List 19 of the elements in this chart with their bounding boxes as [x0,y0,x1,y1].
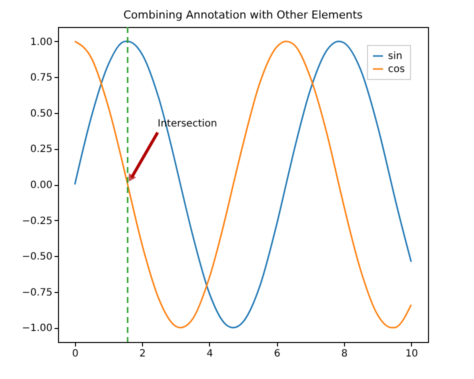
y-tick-label: 1.00 [30,36,52,48]
x-tick-label: 4 [206,348,214,360]
y-tick-label: 0.25 [30,144,52,156]
x-tick-label: 10 [405,348,418,360]
y-tick-label: −0.25 [22,216,52,227]
y-tick-label: 0.50 [30,108,52,120]
chart-title: Combining Annotation with Other Elements [123,8,363,22]
line-series [74,40,412,328]
x-tick-label: 0 [72,348,79,360]
x-tick-label: 2 [139,348,146,360]
y-tick-label: −1.00 [22,323,52,334]
x-tick-label: 8 [341,348,348,360]
y-tick-label: −0.50 [22,252,52,263]
y-tick-label: 0.75 [30,72,52,84]
y-tick-label: 0.00 [30,180,52,191]
x-tick-label: 6 [274,348,280,360]
legend-label: sin [388,51,402,62]
legend-label: cos [388,64,405,75]
y-tick-label: −0.75 [22,287,52,298]
